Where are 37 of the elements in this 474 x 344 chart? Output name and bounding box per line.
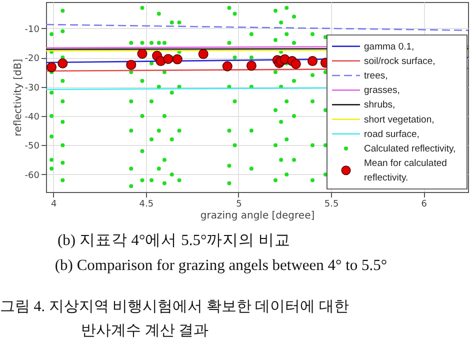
legend-label: Mean for calculated reflectivity. — [364, 158, 447, 184]
y-tick-label: -30 — [24, 83, 40, 94]
point — [246, 60, 256, 71]
legend-label: trees, — [364, 70, 388, 82]
legend-label: grasses, — [364, 85, 400, 96]
legend-label: soil/rock surface, — [364, 56, 436, 67]
y-tick-label: -50 — [24, 142, 40, 152]
point — [290, 58, 301, 69]
text: (b) Comparison for grazing angels between 4° to 5.5° — [54, 257, 388, 274]
caption: 그림 4. 지상지역 비행시험에서 확보한 데이터에 대한 — [0, 299, 349, 315]
y-tick-label: -20 — [24, 54, 40, 64]
x-tick-label: 4.5 — [139, 200, 154, 210]
point — [172, 54, 182, 64]
x-tick-label: 6 — [421, 200, 428, 210]
legend-label: short vegetation, — [364, 114, 434, 126]
legend-label: road surface, — [364, 128, 420, 140]
y-tick-label: -40 — [24, 112, 40, 122]
point — [222, 61, 232, 72]
x-axis-title: grazing angle [degree] — [200, 210, 315, 222]
text: (b) 지표각 4°에서 5.5°까지의 비교 — [57, 232, 291, 249]
point — [46, 62, 57, 72]
text: 반사계수 계산 결과 — [81, 323, 208, 339]
y-tick-label: -60 — [24, 170, 40, 181]
point — [308, 56, 318, 66]
legend-label: shrubs, — [364, 100, 396, 111]
point — [137, 48, 148, 59]
legend-label: Calculated reflectivity, — [364, 144, 456, 154]
legend-label: gamma 0.1, — [364, 41, 414, 52]
x-tick-label: 5 — [236, 200, 242, 210]
x-tick-label: 4 — [51, 200, 58, 210]
x-tick-label: 5.5 — [324, 200, 339, 210]
point — [126, 60, 136, 70]
point — [58, 58, 68, 68]
point — [163, 54, 174, 64]
y-axis-title: reflectivity [dB] — [12, 58, 24, 136]
y-tick-label: -10 — [24, 24, 40, 35]
point — [198, 49, 208, 60]
